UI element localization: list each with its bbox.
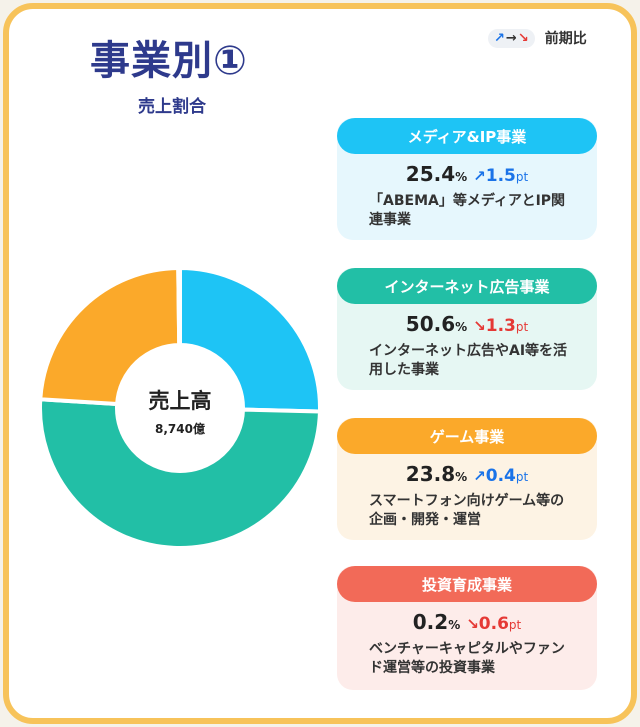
segment-delta-unit: pt: [508, 618, 522, 632]
segment-description: ベンチャーキャピタルやファンド運営等の投資事業: [369, 641, 565, 676]
segment-share-unit: %: [455, 320, 468, 334]
donut-center-value: 8,740億: [155, 422, 205, 436]
segment-share: 25.4: [405, 162, 456, 186]
segment-delta-unit: pt: [515, 320, 529, 334]
arrow-down-icon: ↘: [517, 30, 529, 46]
segment-card-game: ゲーム事業 23.8% ↗0.4pt スマートフォン向けゲーム等の企画・開発・運営: [337, 418, 597, 540]
arrow-right-icon: →: [505, 30, 517, 46]
segment-share: 0.2: [412, 610, 449, 634]
segment-delta: 1.3: [485, 316, 516, 336]
segment-share: 50.6: [405, 312, 456, 336]
segment-description: インターネット広告やAI等を活用した事業: [369, 343, 568, 378]
segment-name: インターネット広告事業: [337, 268, 597, 304]
segment-delta: 0.6: [478, 614, 509, 634]
trend-arrow-icon: ↘: [466, 615, 479, 633]
trend-arrows-icon: ↗ → ↘: [488, 28, 535, 48]
segment-stat: 25.4% ↗1.5pt: [337, 162, 597, 186]
trend-arrow-icon: ↗: [473, 467, 486, 485]
donut-center-label: 売上高: [148, 389, 212, 413]
segment-share-unit: %: [455, 470, 468, 484]
page-subtitle: 売上割合: [138, 97, 206, 117]
segment-name: 投資育成事業: [337, 566, 597, 602]
segment-stat: 50.6% ↘1.3pt: [337, 312, 597, 336]
page-title: 事業別①: [90, 38, 248, 84]
segment-stat: 0.2% ↘0.6pt: [337, 610, 597, 634]
legend-label: 前期比: [544, 31, 587, 47]
trend-arrow-icon: ↘: [473, 317, 486, 335]
segment-stat: 23.8% ↗0.4pt: [337, 462, 597, 486]
segment-card-media: メディア&IP事業 25.4% ↗1.5pt 「ABEMA」等メディアとIP関連事業: [337, 118, 597, 240]
segment-delta: 1.5: [485, 166, 516, 186]
arrow-up-icon: ↗: [494, 30, 505, 46]
segment-share-unit: %: [448, 618, 461, 632]
segment-card-investment: 投資育成事業 0.2% ↘0.6pt ベンチャーキャピタルやファンド運営等の投資事業: [337, 566, 597, 690]
segment-share: 23.8: [405, 462, 456, 486]
segment-delta: 0.4: [485, 466, 516, 486]
segment-delta-unit: pt: [515, 170, 529, 184]
segment-description: スマートフォン向けゲーム等の企画・開発・運営: [369, 493, 565, 528]
segment-delta-unit: pt: [515, 470, 529, 484]
segment-name: ゲーム事業: [337, 418, 597, 454]
trend-legend: ↗ → ↘ 前期比: [488, 28, 587, 48]
segment-card-internet-ads: インターネット広告事業 50.6% ↘1.3pt インターネット広告やAI等を活用した…: [337, 268, 597, 390]
segment-share-unit: %: [455, 170, 468, 184]
segment-name: メディア&IP事業: [337, 118, 597, 154]
segment-description: 「ABEMA」等メディアとIP関連事業: [369, 193, 566, 228]
trend-arrow-icon: ↗: [473, 167, 486, 185]
